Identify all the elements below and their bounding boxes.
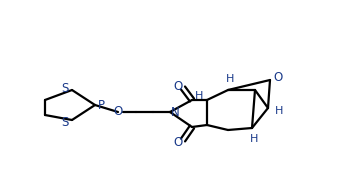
Text: H: H — [195, 91, 203, 101]
Text: O: O — [173, 135, 183, 149]
Text: H: H — [226, 74, 234, 84]
Text: O: O — [113, 105, 123, 117]
Text: H: H — [250, 134, 258, 144]
Text: P: P — [97, 98, 104, 112]
Text: H: H — [275, 106, 283, 116]
Text: O: O — [173, 80, 183, 92]
Text: N: N — [171, 105, 179, 119]
Text: O: O — [273, 70, 283, 83]
Text: S: S — [61, 82, 69, 95]
Text: S: S — [61, 115, 69, 129]
